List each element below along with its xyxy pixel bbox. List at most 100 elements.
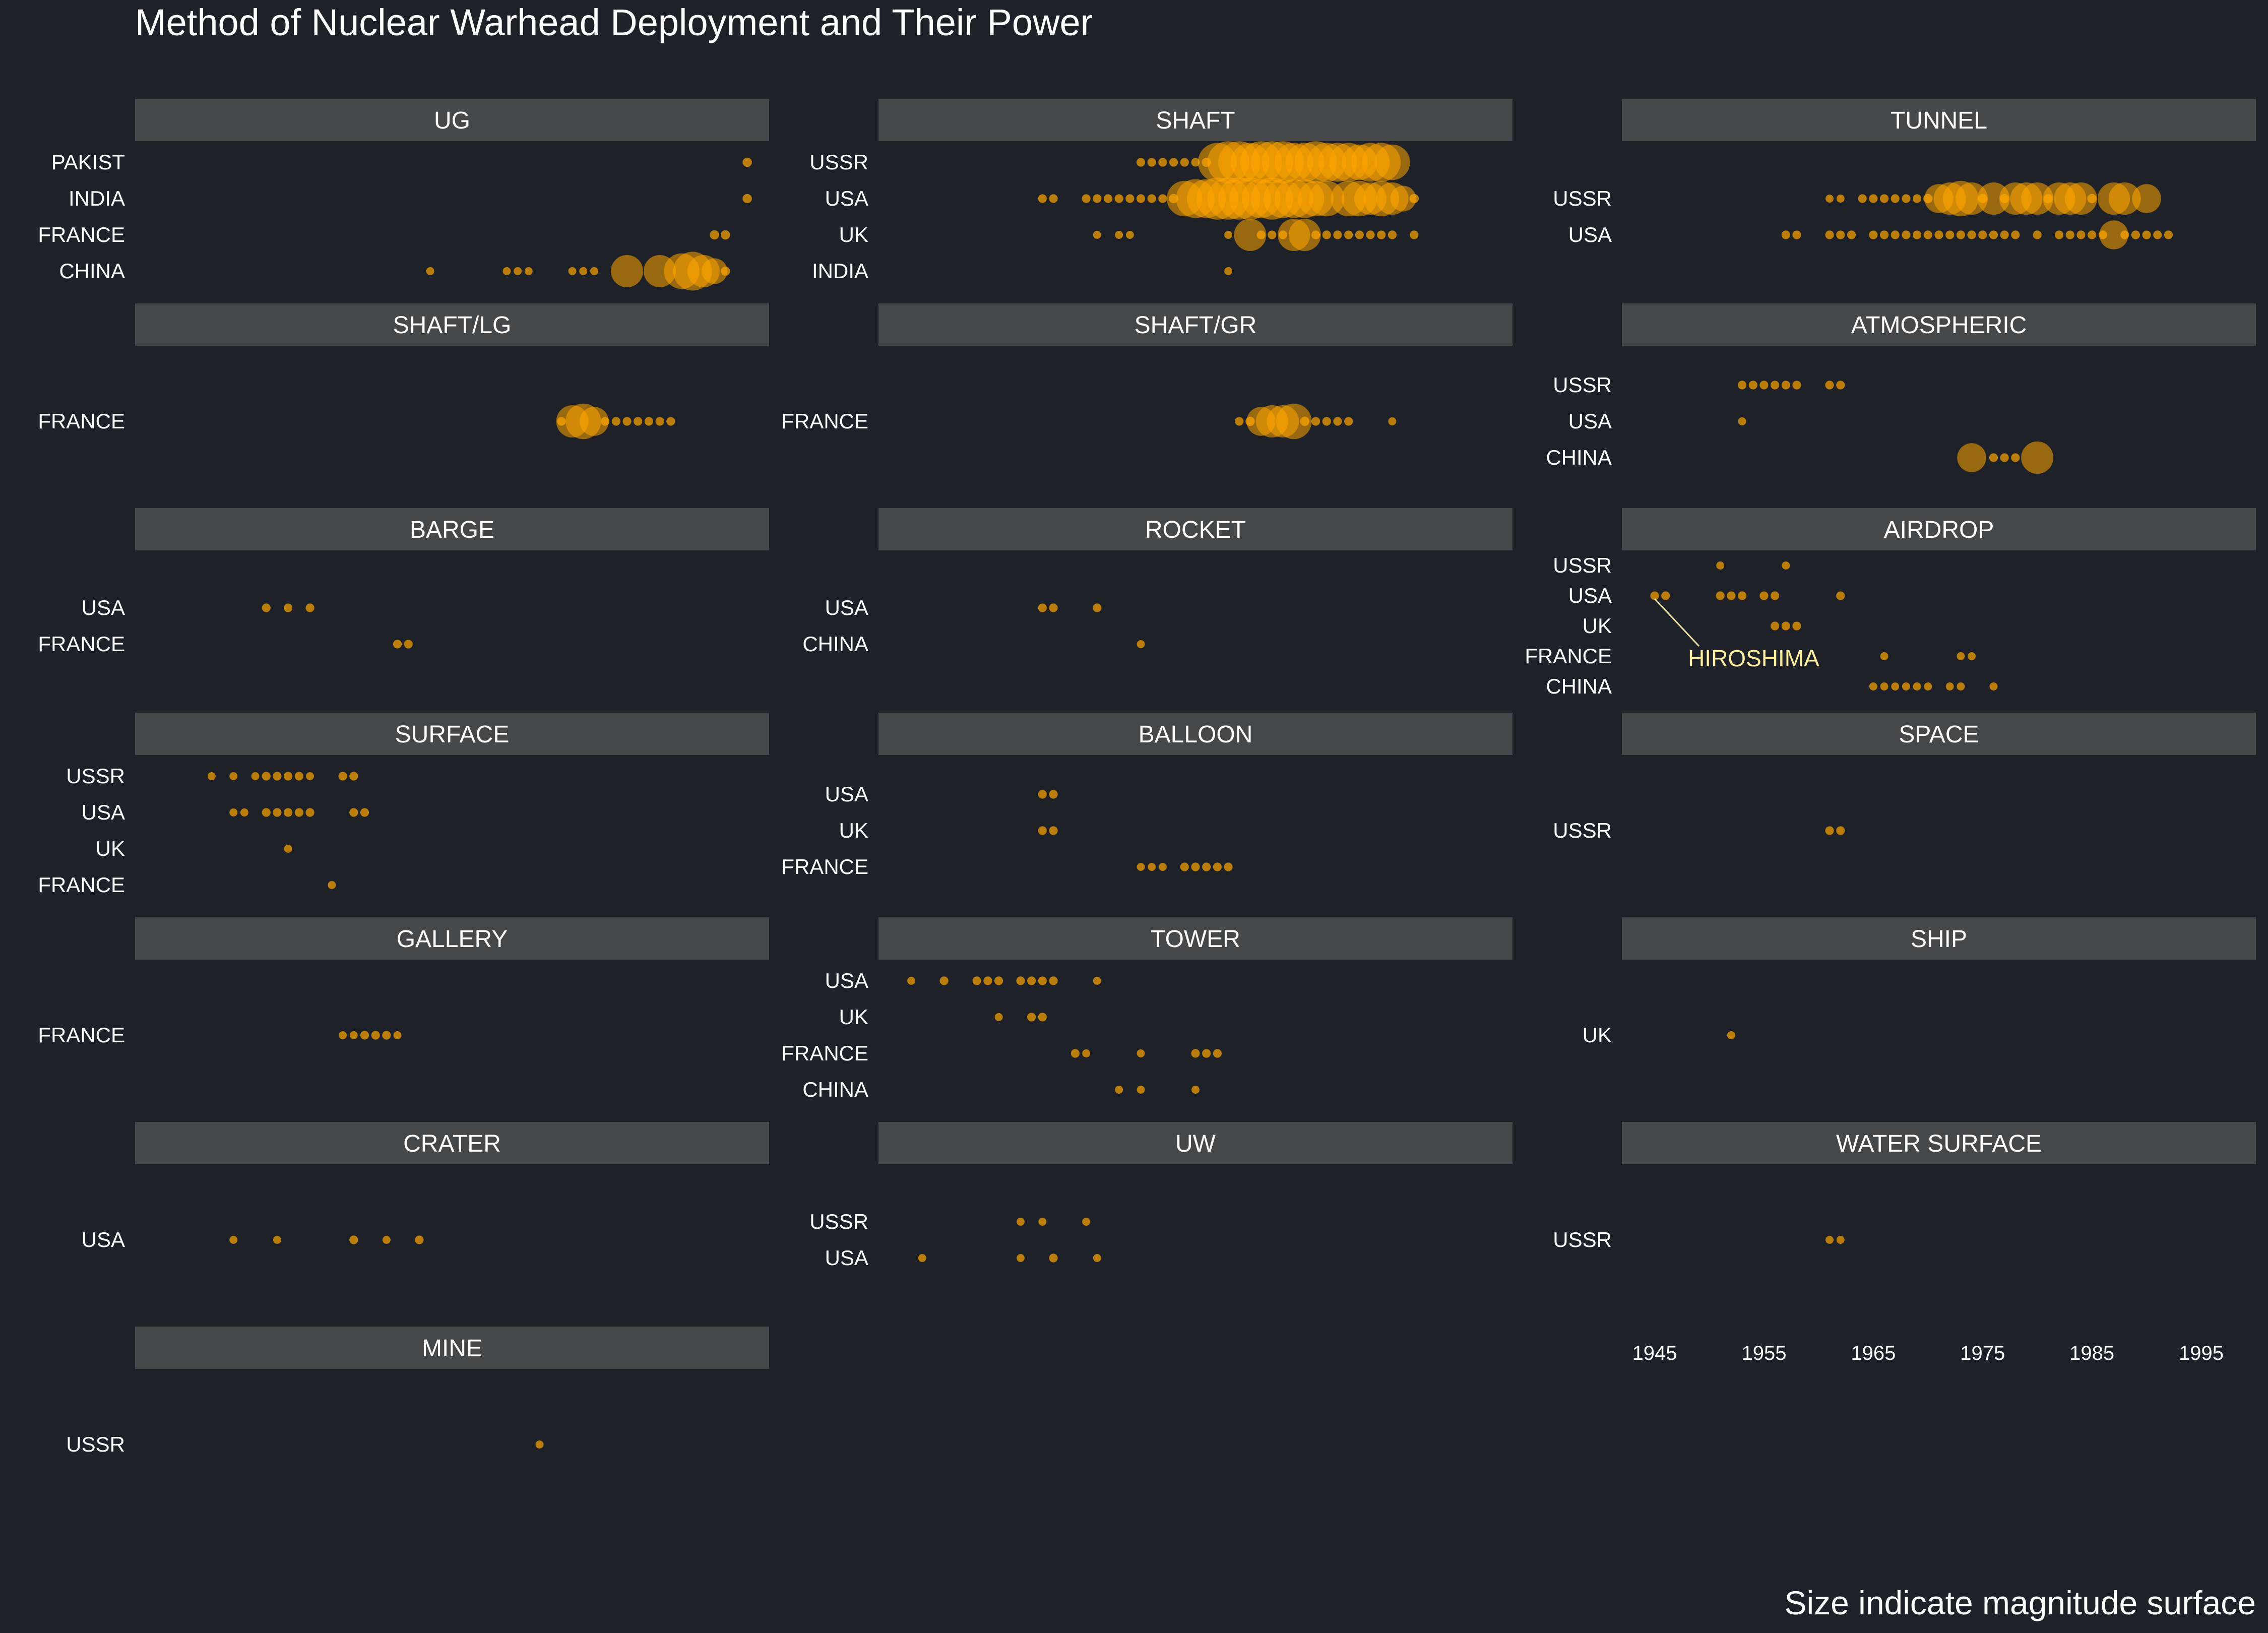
y-tick-label: USA — [825, 782, 868, 806]
data-point — [1202, 1049, 1211, 1058]
data-point — [1792, 621, 1801, 631]
data-point — [2087, 194, 2097, 204]
data-point — [1344, 230, 1353, 239]
data-point — [1825, 826, 1834, 835]
data-point — [294, 808, 303, 817]
x-tick-label: 1995 — [2179, 1342, 2224, 1364]
data-point — [382, 1031, 391, 1040]
data-point — [229, 772, 238, 780]
data-point — [742, 157, 752, 167]
data-point — [1869, 682, 1877, 690]
panel-strip — [135, 303, 769, 346]
data-point — [1759, 381, 1769, 390]
data-point — [918, 1254, 926, 1262]
data-point — [502, 267, 511, 275]
data-point — [1879, 194, 1889, 203]
data-point — [524, 267, 533, 275]
x-tick-label: 1985 — [2069, 1342, 2114, 1364]
data-point — [1366, 230, 1375, 239]
y-tick-label: CHINA — [1546, 674, 1612, 698]
panel-strip — [878, 508, 1513, 550]
y-tick-label: USA — [82, 596, 125, 619]
data-point — [1093, 977, 1101, 985]
data-point — [1825, 195, 1834, 203]
data-point — [349, 1235, 358, 1244]
data-point — [1137, 1086, 1145, 1094]
data-point — [556, 405, 589, 437]
data-point — [1945, 682, 1954, 690]
data-point — [1093, 603, 1102, 612]
panel-balloon: BALLOON USA UK FRANCE — [781, 713, 1513, 878]
data-point — [1093, 194, 1102, 203]
data-point — [262, 772, 271, 781]
panel-strip — [1622, 1122, 2256, 1164]
y-tick-label: USSR — [66, 764, 125, 788]
panel-strip-label: CRATER — [403, 1130, 501, 1157]
data-point — [1377, 230, 1386, 239]
panel-strip-label: MINE — [422, 1335, 482, 1362]
data-point — [240, 808, 248, 816]
data-point — [1836, 591, 1845, 600]
data-point — [1114, 194, 1123, 203]
data-point — [1957, 443, 1986, 472]
data-point — [1191, 862, 1200, 871]
data-point — [251, 772, 260, 780]
data-point — [229, 1236, 238, 1244]
panel-strip-label: BARGE — [410, 517, 494, 543]
y-tick-label: FRANCE — [781, 855, 868, 878]
chart-title: Method of Nuclear Warhead Deployment and… — [135, 2, 1093, 43]
data-point — [1017, 1254, 1025, 1262]
panel-ship: SHIP UK — [1583, 917, 2256, 1047]
panel-strip — [878, 303, 1513, 346]
panel-strip-label: SHIP — [1911, 926, 1967, 953]
data-point — [1869, 194, 1878, 203]
data-point — [1027, 976, 1036, 985]
data-point — [1038, 790, 1047, 799]
y-tick-label: CHINA — [59, 259, 125, 283]
panel-strip-label: AIRDROP — [1884, 517, 1994, 543]
data-point — [229, 808, 238, 816]
data-point — [1049, 194, 1058, 203]
data-point — [1879, 230, 1889, 239]
data-point — [1989, 682, 1998, 690]
data-point — [580, 407, 609, 436]
data-point — [2164, 230, 2173, 239]
data-point — [2033, 230, 2042, 239]
data-point — [1224, 231, 1233, 239]
y-tick-label: USA — [82, 1228, 125, 1251]
data-point — [1759, 591, 1769, 600]
y-tick-label: CHINA — [1546, 446, 1612, 469]
data-point — [2043, 194, 2053, 204]
data-point — [1125, 194, 1135, 203]
data-point — [655, 417, 664, 426]
data-point — [1027, 1013, 1036, 1022]
data-point — [2132, 184, 2161, 213]
data-point — [1902, 194, 1911, 203]
data-point — [1158, 863, 1167, 871]
data-point — [634, 417, 643, 426]
data-point — [1038, 1218, 1047, 1226]
data-point — [1049, 826, 1058, 835]
y-tick-label: USA — [82, 800, 125, 824]
x-tick-label: 1945 — [1632, 1342, 1677, 1364]
data-point — [273, 1236, 281, 1244]
data-point — [2108, 182, 2141, 215]
data-point — [1913, 230, 1922, 239]
data-point — [1093, 231, 1101, 239]
data-point — [994, 976, 1003, 985]
y-tick-label: FRANCE — [38, 409, 125, 433]
data-point — [1103, 194, 1113, 203]
data-point — [2000, 453, 2009, 462]
data-point — [1093, 1254, 1101, 1262]
panel-strip-label: ROCKET — [1145, 517, 1246, 543]
data-point — [1288, 219, 1321, 251]
data-point — [305, 808, 314, 817]
data-point — [1738, 417, 1746, 425]
panel-strip-label: UW — [1175, 1130, 1216, 1157]
y-tick-label: UK — [839, 223, 868, 246]
data-point — [1268, 230, 1277, 239]
data-point — [284, 772, 293, 781]
data-point — [1202, 157, 1211, 167]
data-point — [1191, 1049, 1200, 1058]
y-tick-label: FRANCE — [38, 1023, 125, 1047]
